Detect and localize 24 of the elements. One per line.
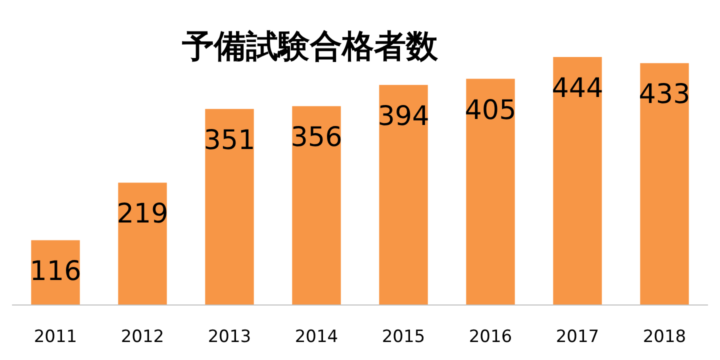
- data-label: 351: [204, 124, 256, 156]
- x-tick-label: 2016: [468, 327, 512, 347]
- x-tick-label: 2015: [382, 327, 426, 347]
- x-tick-label: 2018: [642, 327, 686, 347]
- data-label: 356: [290, 122, 342, 154]
- data-label: 219: [116, 198, 168, 230]
- x-tick-label: 2011: [34, 327, 78, 347]
- data-label: 433: [638, 79, 690, 110]
- x-tick-label: 2012: [120, 327, 164, 347]
- x-tick-label: 2014: [294, 327, 338, 347]
- data-label: 116: [30, 256, 82, 288]
- x-tick-label: 2017: [556, 327, 600, 347]
- bar: [466, 78, 515, 305]
- bar: [205, 108, 254, 305]
- bar: [553, 57, 602, 305]
- bar: [118, 182, 167, 305]
- data-label: 444: [552, 73, 604, 104]
- bar: [292, 106, 341, 305]
- chart-title: 予備試験合格者数: [181, 27, 439, 65]
- bar: [640, 63, 689, 305]
- data-label: 394: [378, 100, 430, 132]
- x-tick-label: 2013: [208, 327, 252, 347]
- bar: [379, 84, 428, 305]
- data-label: 405: [464, 94, 516, 126]
